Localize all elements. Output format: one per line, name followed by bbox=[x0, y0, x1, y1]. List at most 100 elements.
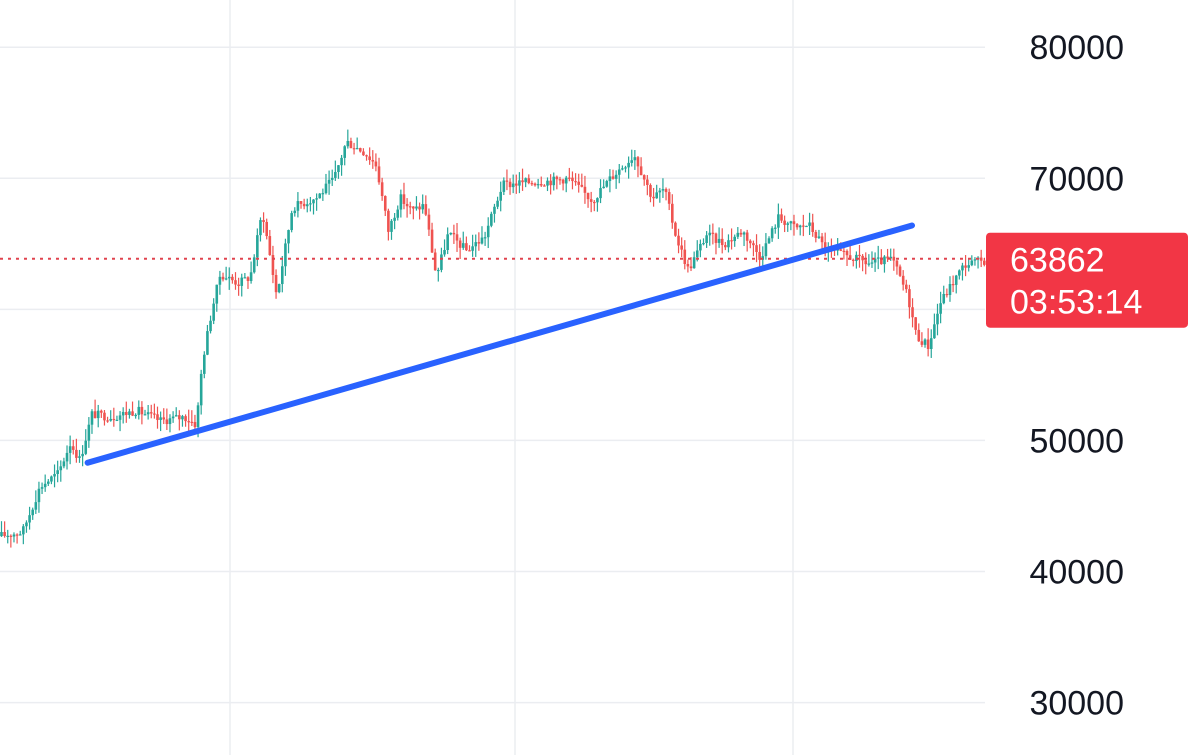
candle[interactable] bbox=[106, 416, 109, 423]
candle[interactable] bbox=[184, 414, 187, 427]
candle[interactable] bbox=[315, 193, 318, 211]
candle[interactable] bbox=[156, 406, 159, 429]
candle[interactable] bbox=[870, 251, 874, 268]
candle[interactable] bbox=[805, 225, 808, 228]
candle[interactable] bbox=[449, 232, 453, 236]
candle[interactable] bbox=[599, 179, 602, 204]
candle[interactable] bbox=[527, 174, 531, 185]
candle[interactable] bbox=[31, 507, 34, 520]
candle[interactable] bbox=[593, 200, 596, 212]
candle[interactable] bbox=[671, 194, 674, 229]
candle[interactable] bbox=[730, 228, 733, 250]
candle[interactable] bbox=[302, 198, 306, 210]
candle[interactable] bbox=[555, 175, 559, 190]
candle[interactable] bbox=[964, 255, 967, 277]
candle[interactable] bbox=[415, 196, 418, 211]
candle[interactable] bbox=[755, 234, 758, 263]
candle[interactable] bbox=[711, 223, 715, 245]
candle[interactable] bbox=[327, 170, 331, 195]
candle[interactable] bbox=[293, 207, 297, 217]
candle[interactable] bbox=[43, 474, 47, 492]
candle[interactable] bbox=[187, 409, 190, 433]
candle[interactable] bbox=[773, 224, 777, 234]
candle[interactable] bbox=[237, 277, 240, 296]
candle[interactable] bbox=[359, 147, 362, 153]
candle[interactable] bbox=[692, 251, 696, 269]
candle[interactable] bbox=[652, 187, 655, 207]
candle[interactable] bbox=[680, 237, 683, 258]
candle[interactable] bbox=[564, 175, 568, 193]
candle[interactable] bbox=[368, 147, 371, 165]
candle[interactable] bbox=[268, 229, 272, 256]
candle[interactable] bbox=[421, 194, 424, 214]
candle[interactable] bbox=[558, 176, 562, 185]
candle[interactable] bbox=[951, 275, 955, 293]
candle[interactable] bbox=[699, 239, 702, 258]
candle[interactable] bbox=[40, 482, 44, 495]
candle[interactable] bbox=[633, 149, 637, 170]
candle[interactable] bbox=[349, 137, 353, 149]
candle[interactable] bbox=[287, 229, 290, 254]
candle[interactable] bbox=[970, 255, 974, 267]
candle[interactable] bbox=[256, 228, 259, 267]
candle[interactable] bbox=[471, 234, 474, 257]
candle[interactable] bbox=[786, 221, 790, 232]
candle[interactable] bbox=[103, 410, 106, 426]
candle[interactable] bbox=[277, 283, 281, 294]
candle[interactable] bbox=[340, 154, 343, 176]
candle[interactable] bbox=[724, 241, 727, 251]
candle[interactable] bbox=[62, 457, 66, 469]
candle[interactable] bbox=[171, 411, 175, 423]
candle[interactable] bbox=[134, 413, 137, 419]
candle[interactable] bbox=[792, 214, 796, 236]
candle[interactable] bbox=[249, 261, 253, 284]
candle[interactable] bbox=[861, 254, 864, 272]
candle[interactable] bbox=[639, 157, 643, 176]
candle[interactable] bbox=[895, 260, 899, 275]
candle[interactable] bbox=[708, 224, 712, 246]
candle[interactable] bbox=[777, 203, 780, 239]
candle[interactable] bbox=[371, 150, 375, 169]
candle[interactable] bbox=[911, 298, 914, 328]
candle[interactable] bbox=[624, 165, 627, 173]
candle[interactable] bbox=[437, 267, 440, 282]
candle[interactable] bbox=[749, 239, 752, 249]
candle[interactable] bbox=[568, 167, 571, 182]
candle[interactable] bbox=[262, 212, 265, 233]
candle[interactable] bbox=[973, 257, 977, 266]
candle[interactable] bbox=[979, 249, 983, 268]
candle[interactable] bbox=[945, 288, 949, 298]
candle[interactable] bbox=[224, 266, 228, 281]
candle[interactable] bbox=[121, 407, 125, 424]
candle[interactable] bbox=[446, 227, 449, 255]
candle[interactable] bbox=[561, 178, 565, 191]
candle[interactable] bbox=[608, 169, 612, 193]
candle[interactable] bbox=[802, 214, 805, 237]
candle[interactable] bbox=[337, 165, 340, 179]
candle[interactable] bbox=[589, 191, 593, 213]
candle[interactable] bbox=[486, 217, 490, 249]
candle[interactable] bbox=[430, 222, 434, 253]
candle[interactable] bbox=[502, 177, 506, 196]
candle[interactable] bbox=[642, 174, 646, 186]
candle[interactable] bbox=[908, 284, 911, 319]
candle[interactable] bbox=[65, 445, 69, 470]
candle[interactable] bbox=[318, 193, 322, 199]
candle[interactable] bbox=[961, 262, 964, 281]
candle[interactable] bbox=[552, 172, 556, 191]
candle[interactable] bbox=[174, 407, 178, 417]
candle[interactable] bbox=[808, 212, 811, 235]
candle[interactable] bbox=[917, 323, 921, 342]
candle[interactable] bbox=[330, 169, 334, 187]
candle[interactable] bbox=[227, 267, 231, 290]
candle[interactable] bbox=[901, 270, 905, 291]
candle[interactable] bbox=[536, 178, 540, 189]
candle[interactable] bbox=[789, 220, 793, 231]
candle[interactable] bbox=[424, 195, 428, 217]
candle[interactable] bbox=[193, 414, 197, 430]
candle[interactable] bbox=[206, 324, 209, 356]
candle[interactable] bbox=[405, 198, 409, 218]
candle[interactable] bbox=[515, 174, 518, 194]
candle[interactable] bbox=[25, 520, 28, 533]
